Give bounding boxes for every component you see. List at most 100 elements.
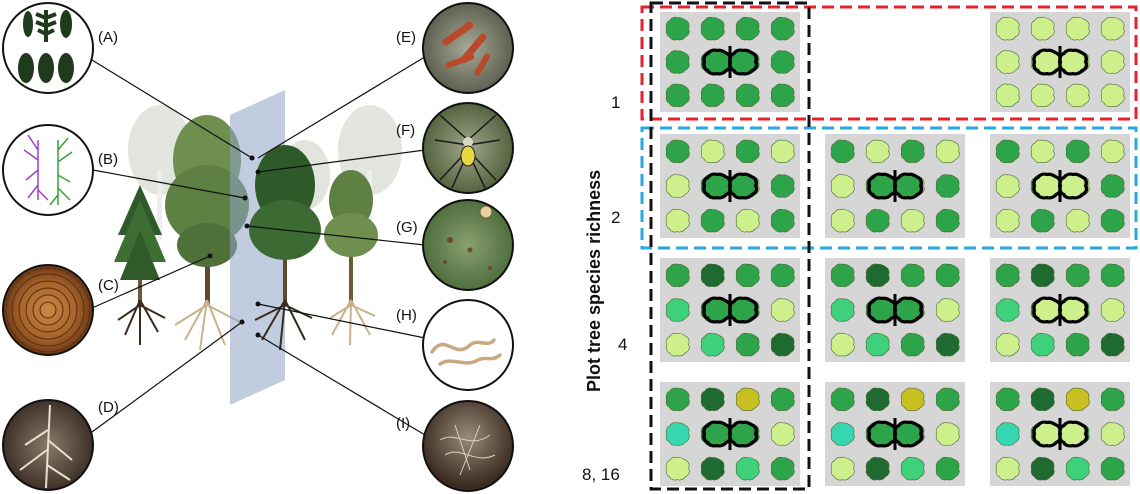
callout-g: (G) bbox=[396, 199, 514, 291]
tree-crown bbox=[995, 208, 1020, 233]
focal-tree-crown bbox=[1032, 172, 1063, 200]
plot-7 bbox=[825, 258, 965, 362]
tree-crown bbox=[830, 174, 855, 198]
tree-crown bbox=[735, 139, 760, 164]
tree-crown bbox=[1065, 16, 1090, 41]
tree-crown bbox=[770, 456, 795, 481]
tree-crown bbox=[1065, 387, 1090, 412]
focal-tree-crown bbox=[867, 296, 898, 324]
tree-crown bbox=[935, 174, 960, 198]
tree-crown bbox=[1065, 139, 1090, 164]
focal-tree-crown bbox=[728, 172, 759, 200]
tree-crown bbox=[1030, 16, 1055, 41]
focal-tree-crown bbox=[1058, 296, 1089, 324]
tree-crown bbox=[1100, 139, 1125, 164]
tree-crown bbox=[995, 387, 1020, 412]
focal-tree-crown bbox=[867, 172, 898, 200]
tree-crown bbox=[935, 139, 960, 164]
tree-crown bbox=[665, 456, 690, 481]
plot-5 bbox=[990, 134, 1130, 238]
plot-1 bbox=[660, 12, 800, 112]
tree-crown bbox=[1065, 456, 1090, 481]
tree-crown bbox=[1030, 456, 1055, 481]
tree-crown bbox=[830, 298, 855, 322]
tree-crown bbox=[700, 456, 725, 481]
tree-crown bbox=[900, 208, 925, 233]
tree-crown bbox=[995, 50, 1020, 74]
connector-lines bbox=[91, 54, 429, 436]
tree-crown bbox=[735, 263, 760, 288]
tree-crown bbox=[1030, 139, 1055, 164]
tree-crown bbox=[770, 387, 795, 412]
tree-crown bbox=[1100, 16, 1125, 41]
focal-tree-crown bbox=[1058, 48, 1089, 76]
tree-crown bbox=[665, 83, 690, 108]
tree-crown bbox=[665, 298, 690, 322]
tree-crown bbox=[665, 50, 690, 74]
tree-crown bbox=[935, 422, 960, 446]
focal-tree-crown bbox=[893, 172, 924, 200]
tree-illustration bbox=[114, 90, 402, 405]
tree-crown bbox=[770, 174, 795, 198]
tree-crown bbox=[735, 16, 760, 41]
tree-crown bbox=[770, 263, 795, 288]
label-h: (H) bbox=[396, 307, 417, 324]
tree-crown bbox=[935, 208, 960, 233]
tree-crown bbox=[1100, 298, 1125, 322]
tree-crown bbox=[830, 456, 855, 481]
focal-tree-crown bbox=[1058, 420, 1089, 448]
tree-crown bbox=[665, 387, 690, 412]
tree-crown bbox=[995, 16, 1020, 41]
tree-crown bbox=[1030, 263, 1055, 288]
plot-9 bbox=[660, 382, 800, 486]
tree-crown bbox=[865, 139, 890, 164]
callout-i: (I) bbox=[396, 400, 514, 492]
leaf-fungus-icon bbox=[443, 205, 493, 270]
richness-design: Plot tree species richness 1 2 4 8, 16 bbox=[582, 1, 1138, 491]
tree-crown bbox=[735, 332, 760, 357]
focal-tree-crown bbox=[1032, 48, 1063, 76]
tree-crown bbox=[1100, 263, 1125, 288]
tree-crown bbox=[830, 332, 855, 357]
tree-crown bbox=[1100, 83, 1125, 108]
tree-crown bbox=[665, 208, 690, 233]
plot-11 bbox=[990, 382, 1130, 486]
tree-crown bbox=[935, 332, 960, 357]
tree-crown bbox=[735, 208, 760, 233]
tree-small-left bbox=[114, 185, 166, 345]
row-label-8-16: 8, 16 bbox=[582, 465, 620, 484]
row-label-4: 4 bbox=[618, 335, 627, 354]
focal-tree-crown bbox=[893, 296, 924, 324]
tree-crown bbox=[995, 298, 1020, 322]
tree-crown bbox=[935, 456, 960, 481]
label-i: (I) bbox=[396, 415, 410, 432]
plot-4 bbox=[825, 134, 965, 238]
row-label-1: 1 bbox=[611, 93, 620, 112]
focal-tree-crown bbox=[867, 420, 898, 448]
plot-grid bbox=[660, 12, 1130, 486]
tree-crown bbox=[935, 263, 960, 288]
leaves-icon bbox=[18, 10, 74, 83]
tree-crown bbox=[1100, 50, 1125, 74]
tree-crown bbox=[830, 263, 855, 288]
tree-crown bbox=[830, 208, 855, 233]
tree-crown bbox=[1030, 332, 1055, 357]
callout-c: (C) bbox=[2, 264, 119, 356]
callout-a: (A) bbox=[2, 2, 118, 94]
tree-crown bbox=[665, 139, 690, 164]
tree-crown bbox=[900, 387, 925, 412]
tree-crown bbox=[1100, 456, 1125, 481]
plot-6 bbox=[660, 258, 800, 362]
tree-crown bbox=[830, 139, 855, 164]
callout-e: (E) bbox=[396, 2, 514, 94]
focal-tree-crown bbox=[1058, 172, 1089, 200]
tree-crown bbox=[995, 456, 1020, 481]
tree-crown bbox=[935, 298, 960, 322]
tree-crown bbox=[1065, 83, 1090, 108]
label-b: (B) bbox=[98, 151, 118, 168]
black-frame bbox=[649, 1, 811, 491]
focal-tree-crown bbox=[893, 420, 924, 448]
tree-crown bbox=[700, 332, 725, 357]
focal-tree-crown bbox=[702, 48, 733, 76]
